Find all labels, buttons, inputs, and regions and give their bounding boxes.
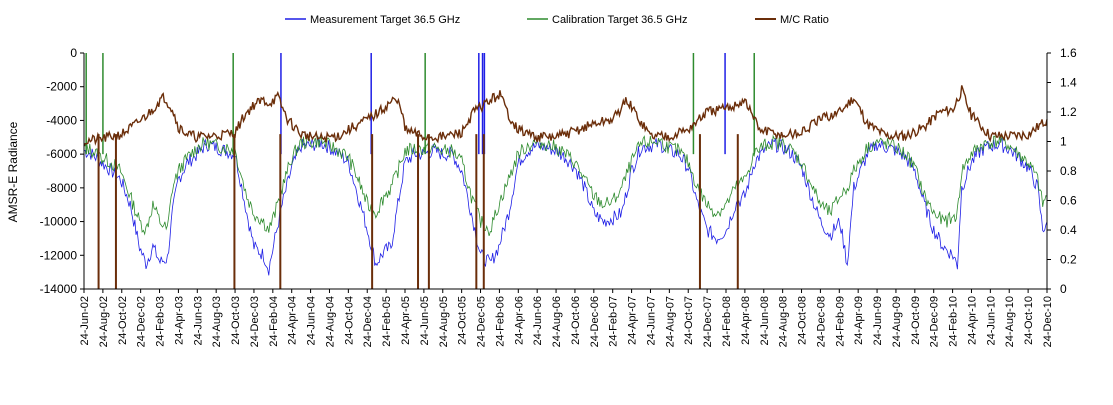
x-tick-label-40: 24-Feb-09	[834, 296, 846, 347]
legend-label-calibration: Calibration Target 36.5 GHz	[552, 14, 688, 26]
y-axis-title: AMSR-E Radiance	[6, 121, 20, 222]
series-line-1	[83, 134, 1048, 237]
x-tick-label-48: 24-Jun-10	[985, 296, 997, 346]
x-tick-label-5: 24-Apr-03	[173, 296, 185, 345]
y-tick-label-1: -2000	[46, 80, 77, 94]
x-tick-label-39: 24-Dec-08	[815, 296, 827, 347]
x-tick-label-6: 24-Jun-03	[192, 296, 204, 346]
x-tick-label-27: 24-Dec-06	[589, 296, 601, 347]
y2-tick-label-2: 0.4	[1060, 223, 1077, 237]
x-tick-label-7: 24-Aug-03	[211, 296, 223, 347]
x-tick-label-28: 24-Feb-07	[608, 296, 620, 347]
y-tick-label-6: -12000	[40, 248, 78, 262]
x-tick-label-32: 24-Oct-07	[683, 296, 695, 345]
y2-tick-label-1: 0.2	[1060, 253, 1077, 267]
x-tick-label-11: 24-Apr-04	[287, 296, 299, 345]
y-tick-label-7: -14000	[40, 282, 78, 296]
x-tick-label-25: 24-Aug-06	[551, 296, 563, 347]
x-tick-label-47: 24-Apr-10	[967, 296, 979, 345]
y2-tick-label-4: 0.8	[1060, 164, 1077, 178]
x-tick-label-14: 24-Oct-04	[343, 296, 355, 345]
x-tick-label-24: 24-Jun-06	[532, 296, 544, 346]
x-tick-label-49: 24-Aug-10	[1004, 296, 1016, 347]
x-tick-label-12: 24-Jun-04	[306, 296, 318, 346]
y-tick-label-2: -4000	[46, 113, 77, 127]
x-tick-label-16: 24-Feb-05	[381, 296, 393, 347]
legend: Measurement Target 36.5 GHz Calibration …	[285, 14, 829, 26]
x-tick-label-1: 24-Aug-02	[98, 296, 110, 347]
y2-tick-label-8: 1.6	[1060, 46, 1077, 60]
x-tick-label-9: 24-Dec-03	[249, 296, 261, 347]
x-tick-label-4: 24-Feb-03	[155, 296, 167, 347]
y-tick-label-3: -6000	[46, 147, 77, 161]
x-tick-label-13: 24-Aug-04	[325, 296, 337, 347]
x-tick-label-26: 24-Oct-06	[570, 296, 582, 345]
x-tick-label-22: 24-Feb-06	[494, 296, 506, 347]
x-tick-label-23: 24-Apr-06	[513, 296, 525, 345]
x-tick-label-41: 24-Apr-09	[853, 296, 865, 345]
y2-tick-label-7: 1.4	[1060, 76, 1077, 90]
x-tick-label-15: 24-Dec-04	[362, 296, 374, 347]
x-tick-label-42: 24-Jun-09	[872, 296, 884, 346]
y2-tick-label-0: 0	[1060, 282, 1067, 296]
series-line-2	[83, 85, 1048, 147]
x-tick-label-3: 24-Dec-02	[136, 296, 148, 347]
x-tick-label-31: 24-Aug-07	[664, 296, 676, 347]
y2-tick-label-6: 1.2	[1060, 105, 1077, 119]
plot-area: 0 -2000 -4000 -6000 -8000 -10000 -12000 -14000 0…	[40, 46, 1077, 347]
legend-label-mc-ratio: M/C Ratio	[780, 14, 829, 26]
series-line-0	[83, 136, 1048, 276]
x-tick-label-30: 24-Jun-07	[646, 296, 658, 346]
x-tick-label-0: 24-Jun-02	[79, 296, 91, 346]
x-tick-label-33: 24-Dec-07	[702, 296, 714, 347]
x-tick-label-37: 24-Aug-08	[778, 296, 790, 347]
x-tick-label-45: 24-Dec-09	[929, 296, 941, 347]
x-tick-label-51: 24-Dec-10	[1042, 296, 1054, 347]
y2-tick-label-5: 1	[1060, 135, 1067, 149]
x-tick-label-2: 24-Oct-02	[117, 296, 129, 345]
x-tick-label-38: 24-Oct-08	[797, 296, 809, 345]
x-tick-label-44: 24-Oct-09	[910, 296, 922, 345]
x-tick-label-35: 24-Apr-08	[740, 296, 752, 345]
x-tick-label-34: 24-Feb-08	[721, 296, 733, 347]
x-tick-label-18: 24-Jun-05	[419, 296, 431, 346]
x-tick-label-19: 24-Aug-05	[438, 296, 450, 347]
x-tick-label-10: 24-Feb-04	[268, 296, 280, 347]
x-tick-label-29: 24-Apr-07	[627, 296, 639, 345]
y-tick-label-0: 0	[70, 46, 77, 60]
y-tick-label-5: -10000	[40, 215, 78, 229]
x-tick-label-43: 24-Aug-09	[891, 296, 903, 347]
y-tick-label-4: -8000	[46, 181, 77, 195]
x-tick-label-8: 24-Oct-03	[230, 296, 242, 345]
y2-tick-label-3: 0.6	[1060, 194, 1077, 208]
legend-label-measurement: Measurement Target 36.5 GHz	[310, 14, 460, 26]
x-tick-label-17: 24-Apr-05	[400, 296, 412, 345]
x-tick-label-21: 24-Dec-05	[476, 296, 488, 347]
x-tick-label-50: 24-Oct-10	[1023, 296, 1035, 345]
x-tick-label-46: 24-Feb-10	[948, 296, 960, 347]
x-tick-label-20: 24-Oct-05	[457, 296, 469, 345]
x-tick-label-36: 24-Jun-08	[759, 296, 771, 346]
